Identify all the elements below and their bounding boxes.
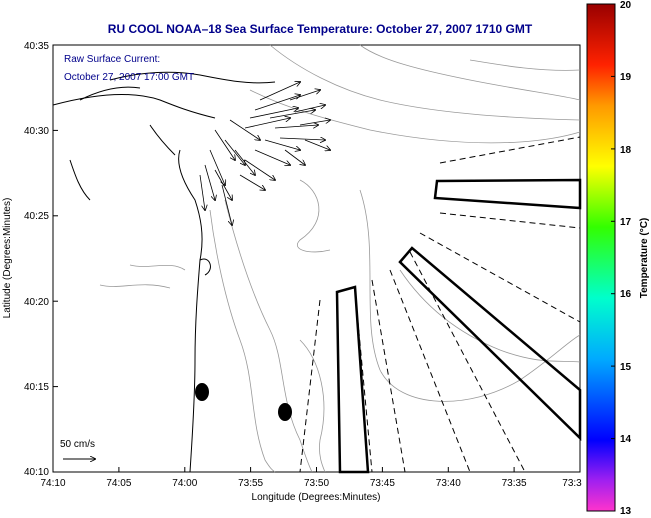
colorbar-tick-label: 18	[620, 145, 632, 156]
colorbar-tick-label: 17	[620, 217, 632, 228]
x-axis-ticks	[52, 467, 515, 472]
x-tick-label: 73:40	[436, 478, 461, 489]
y-axis-label: Latitude (Degrees:Minutes)	[2, 198, 13, 319]
x-tick-label: 73:45	[370, 478, 395, 489]
colorbar-tick-labels: 20 19 18 17 16 15 14 13	[620, 0, 632, 517]
colorbar-tick-label: 20	[620, 0, 632, 11]
colorbar	[586, 3, 616, 512]
y-axis-ticks	[53, 129, 58, 388]
colorbar-tick-label: 14	[620, 434, 632, 445]
x-tick-label: 74:05	[106, 478, 131, 489]
x-tick-label: 73:3	[562, 478, 582, 489]
x-tick-labels: 74:10 74:05 74:00 73:55 73:50 73:45 73:4…	[40, 478, 582, 489]
study-area-polygons	[335, 178, 582, 474]
annotation-line-2: October 27, 2007 17:00 GMT	[64, 72, 194, 83]
colorbar-tick-label: 13	[620, 506, 632, 517]
map-plot-area	[52, 44, 581, 473]
y-tick-labels: 40:35 40:30 40:25 40:20 40:15 40:10	[24, 41, 49, 478]
x-tick-label: 73:50	[304, 478, 329, 489]
colorbar-tick-label: 15	[620, 362, 632, 373]
x-tick-label: 74:10	[40, 478, 65, 489]
y-tick-label: 40:25	[24, 211, 49, 222]
colorbar-label: Temperature (°C)	[639, 218, 650, 299]
map-title: RU COOL NOAA–18 Sea Surface Temperature:…	[108, 22, 533, 36]
x-tick-label: 73:35	[502, 478, 527, 489]
station-markers	[195, 383, 292, 421]
x-tick-label: 73:55	[238, 478, 263, 489]
colorbar-tick-label: 19	[620, 72, 632, 83]
y-tick-label: 40:10	[24, 467, 49, 478]
x-tick-label: 74:00	[172, 478, 197, 489]
colorbar-ticks	[611, 75, 615, 440]
y-tick-label: 40:35	[24, 41, 49, 52]
coastline	[52, 71, 276, 473]
y-tick-label: 40:30	[24, 126, 49, 137]
y-tick-label: 40:20	[24, 297, 49, 308]
colorbar-tick-label: 16	[620, 289, 632, 300]
annotation-line-1: Raw Surface Current:	[64, 54, 160, 65]
scale-label: 50 cm/s	[60, 439, 95, 450]
surface-current-vectors	[199, 82, 330, 225]
x-axis-label: Longitude (Degrees:Minutes)	[252, 492, 381, 503]
y-tick-label: 40:15	[24, 382, 49, 393]
